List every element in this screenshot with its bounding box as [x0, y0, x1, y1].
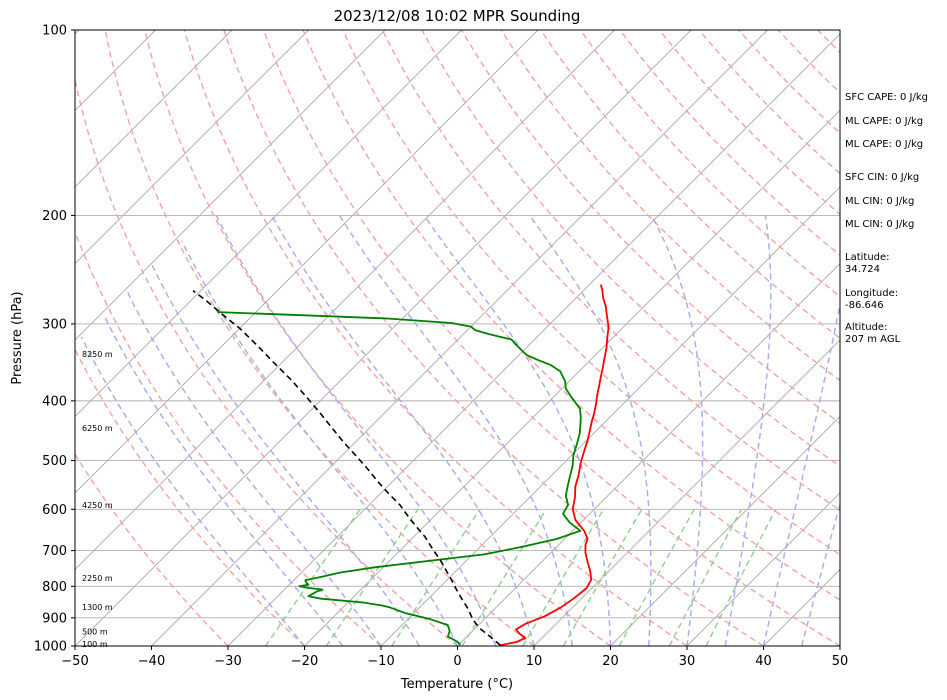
- info-line: Longitude:: [845, 288, 899, 299]
- dry-adiabat-line: [104, 30, 535, 646]
- height-label: 1300 m: [82, 603, 113, 612]
- dry-adiabat-line: [223, 30, 764, 646]
- dry-adiabat-line: [75, 229, 382, 646]
- x-tick-label: −30: [214, 654, 241, 669]
- mixing-ratio-line: [705, 508, 777, 646]
- moist-adiabat-line: [724, 215, 772, 646]
- y-tick-label: 200: [42, 209, 67, 224]
- x-axis-title: Temperature (°C): [400, 677, 513, 692]
- isotherm-line: [75, 30, 692, 646]
- x-tick-label: 40: [755, 654, 772, 669]
- y-tick-label: 400: [42, 394, 67, 409]
- x-tick-label: 30: [679, 654, 696, 669]
- dry-adiabat-line: [75, 452, 229, 646]
- x-tick-label: −10: [367, 654, 394, 669]
- height-label: 2250 m: [82, 574, 113, 583]
- height-label: 100 m: [82, 640, 108, 649]
- mixing-ratio-line: [265, 508, 361, 646]
- info-line: Latitude:: [845, 252, 890, 263]
- isotherm-line: [686, 492, 840, 646]
- sounding-profiles: [192, 284, 610, 646]
- isotherm-line: [227, 33, 840, 646]
- isotherm-line: [75, 30, 615, 571]
- mixing-ratio-line: [461, 508, 547, 646]
- y-tick-label: 800: [42, 580, 67, 595]
- x-tick-label: −20: [291, 654, 318, 669]
- isotherm-line: [75, 30, 539, 494]
- chart-title: 2023/12/08 10:02 MPR Sounding: [334, 7, 581, 25]
- info-line: SFC CIN: 0 J/kg: [845, 172, 920, 183]
- mixing-ratio-line: [325, 508, 419, 646]
- info-line: ML CIN: 0 J/kg: [845, 219, 915, 230]
- y-tick-label: 300: [42, 317, 67, 332]
- moist-adiabat-line: [338, 215, 573, 646]
- moist-adiabat-line: [80, 336, 306, 646]
- isotherm-line: [75, 30, 233, 188]
- isotherm-line: [457, 262, 840, 646]
- info-line: SFC CAPE: 0 J/kg: [845, 92, 928, 103]
- info-line: ML CAPE: 0 J/kg: [845, 139, 924, 150]
- moist-adiabat-line: [801, 502, 840, 646]
- x-tick-label: 0: [453, 654, 461, 669]
- y-tick-label: 700: [42, 544, 67, 559]
- parcel-profile: [192, 290, 501, 646]
- info-line: ML CIN: 0 J/kg: [845, 196, 915, 207]
- moist-adiabat-line: [271, 215, 535, 646]
- y-tick-label: 500: [42, 454, 67, 469]
- dry-adiabat-line: [183, 30, 688, 646]
- info-line: 207 m AGL: [845, 334, 901, 345]
- height-label: 500 m: [82, 628, 108, 637]
- y-tick-label: 1000: [34, 640, 67, 655]
- y-axis-title: Pressure (hPa): [10, 291, 25, 384]
- mixing-ratio-line: [618, 508, 695, 646]
- moist-adiabat-line: [103, 314, 344, 646]
- x-tick-label: 10: [526, 654, 543, 669]
- isotherm-line: [304, 109, 840, 646]
- height-label: 6250 m: [82, 424, 113, 433]
- isotherm-line: [75, 30, 462, 418]
- isotherm-line: [75, 30, 386, 341]
- moist-adiabat-line: [650, 215, 704, 646]
- info-line: Altitude:: [845, 322, 888, 333]
- dry-adiabat-line: [144, 30, 611, 646]
- info-line: -86.646: [845, 300, 884, 311]
- isotherm-line: [380, 186, 840, 646]
- dewpoint-profile: [217, 311, 582, 646]
- moist-adiabat-line: [762, 300, 840, 646]
- x-tick-label: 50: [832, 654, 849, 669]
- x-tick-label: −40: [138, 654, 165, 669]
- x-tick-label: −50: [61, 654, 88, 669]
- info-line: ML CAPE: 0 J/kg: [845, 116, 924, 127]
- height-label: 8250 m: [82, 350, 113, 359]
- y-tick-label: 900: [42, 611, 67, 626]
- moist-adiabat-line: [126, 290, 382, 646]
- x-tick-label: 20: [602, 654, 619, 669]
- isotherm-line: [610, 415, 840, 646]
- background-grid: [0, 30, 840, 646]
- mixing-ratio-line: [391, 508, 481, 646]
- x-axis-ticks: −50 −40 −30 −20 −10 0 10 20 30 40 50: [61, 646, 848, 669]
- info-line: 34.724: [845, 264, 880, 275]
- plot-frame: [74, 29, 841, 647]
- mixing-ratio-line: [668, 508, 742, 646]
- dry-adiabat-line: [75, 77, 458, 646]
- isotherm-line: [0, 30, 3, 646]
- y-tick-label: 600: [42, 503, 67, 518]
- y-tick-label: 100: [42, 24, 67, 39]
- temperature-profile: [500, 284, 610, 646]
- dry-adiabat-line: [579, 30, 840, 298]
- isotherm-line: [533, 339, 840, 646]
- height-label: 4250 m: [82, 501, 113, 510]
- moist-adiabat-line: [181, 240, 459, 646]
- y-axis-ticks: 100 200 300 400 500 600 700 800 900 1000: [34, 24, 75, 655]
- moist-adiabat-line: [215, 215, 497, 646]
- mixing-ratio-line: [562, 508, 643, 646]
- isotherm-line: [151, 30, 768, 646]
- height-labels: 100 m 500 m 1300 m 2250 m 4250 m 6250 m 8250 m: [82, 350, 113, 649]
- isotherm-line: [75, 30, 309, 265]
- dry-adiabat-line: [75, 348, 305, 646]
- dry-adiabat-line: [262, 30, 840, 646]
